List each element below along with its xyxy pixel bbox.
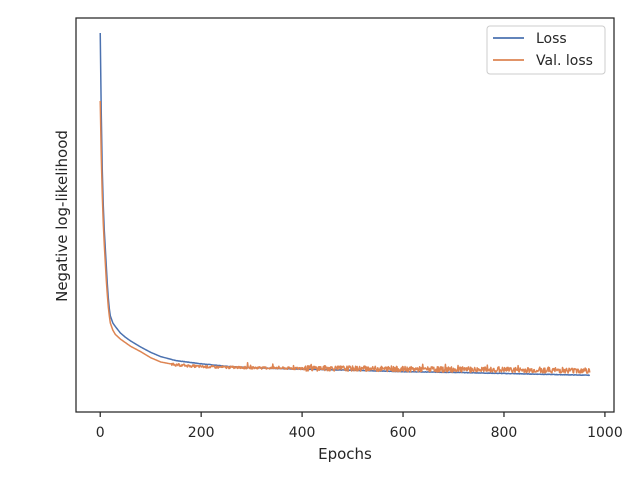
x-axis-label: Epochs: [318, 445, 372, 463]
x-tick-label: 0: [96, 425, 105, 441]
plot-frame: [75, 17, 615, 413]
series-line-val-loss: [99, 101, 591, 374]
x-tick-label: 1000: [587, 425, 623, 441]
plot-area: [76, 18, 614, 412]
y-axis-label: Negative log-likelihood: [53, 130, 71, 302]
x-tick-label: 800: [491, 425, 518, 441]
x-tick-label: 600: [390, 425, 417, 441]
legend-label: Val. loss: [536, 53, 593, 69]
x-tick-label: 200: [188, 425, 215, 441]
legend-label: Loss: [536, 31, 567, 47]
x-tick-label: 400: [289, 425, 316, 441]
